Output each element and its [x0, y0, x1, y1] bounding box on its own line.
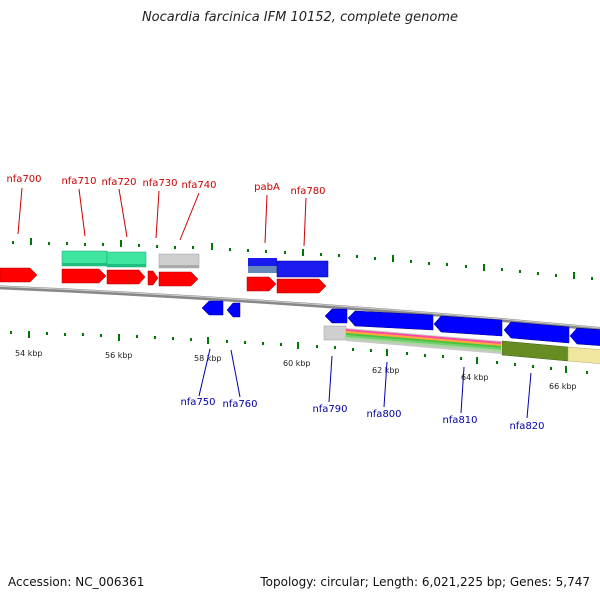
- gene-label[interactable]: nfa790: [312, 404, 347, 415]
- gene-nfa740[interactable]: [158, 271, 199, 287]
- gene-nfa730[interactable]: [147, 270, 159, 286]
- gene-label[interactable]: nfa720: [101, 177, 136, 188]
- gene-label[interactable]: nfa730: [142, 178, 177, 189]
- gene-label[interactable]: nfa820: [509, 421, 544, 432]
- gene-label[interactable]: nfa780: [290, 186, 325, 197]
- gene-nfa800[interactable]: [347, 310, 434, 331]
- leader-line: [328, 355, 333, 403]
- gene-nfa790[interactable]: [324, 308, 348, 324]
- leader-line: [155, 190, 160, 239]
- gene-nfa750[interactable]: [201, 300, 224, 316]
- reverse-feature-bars: [323, 325, 600, 364]
- accession-text: Accession: NC_006361: [8, 575, 145, 589]
- scale-label: 62 kbp: [372, 366, 400, 375]
- feature-bar-blue-1[interactable]: [248, 258, 277, 267]
- forward-genes: [0, 267, 327, 294]
- feature-bar-olive[interactable]: [501, 340, 569, 362]
- genome-backbone-highlight: [0, 285, 600, 329]
- leader-line: [526, 372, 532, 419]
- lower-tick-ring: [10, 331, 588, 374]
- leader-line: [78, 188, 86, 237]
- scale-labels: 54 kbp 56 kbp 58 kbp 60 kbp 62 kbp 64 kb…: [15, 349, 577, 391]
- feature-bar-blue-2[interactable]: [276, 260, 329, 278]
- gene-partial-right[interactable]: [569, 327, 600, 346]
- leader-line: [230, 349, 241, 398]
- gene-label[interactable]: nfa710: [61, 176, 96, 187]
- scale-label: 64 kbp: [461, 373, 489, 382]
- gene-label[interactable]: nfa750: [180, 397, 215, 408]
- leader-line: [264, 194, 268, 244]
- scale-label: 56 kbp: [105, 351, 133, 360]
- gene-nfa710[interactable]: [61, 268, 107, 284]
- feature-bar-khaki[interactable]: [567, 346, 600, 364]
- genome-title: Nocardia farcinica IFM 10152, complete g…: [141, 10, 459, 25]
- scale-label: 54 kbp: [15, 349, 43, 358]
- gene-nfa820[interactable]: [503, 321, 570, 344]
- leader-lines: [17, 187, 532, 419]
- leader-line: [383, 361, 388, 408]
- gene-nfa700[interactable]: [0, 267, 38, 283]
- leader-line: [460, 366, 465, 414]
- gene-label[interactable]: nfa760: [222, 399, 257, 410]
- leader-line: [17, 187, 23, 235]
- gene-label[interactable]: nfa740: [181, 180, 216, 191]
- gene-nfa760[interactable]: [226, 302, 241, 318]
- gene-nfa810[interactable]: [433, 315, 503, 337]
- gene-nfa780[interactable]: [276, 278, 327, 294]
- forward-gene-labels: nfa700 nfa710 nfa720 nfa730 nfa740 pabA …: [6, 174, 325, 197]
- leader-line: [179, 192, 200, 241]
- leader-line: [118, 188, 128, 238]
- scale-label: 66 kbp: [549, 382, 577, 391]
- gene-nfa720[interactable]: [106, 269, 146, 285]
- gene-label[interactable]: nfa800: [366, 409, 401, 420]
- scale-label: 60 kbp: [283, 359, 311, 368]
- forward-feature-bars: [61, 250, 329, 278]
- leader-line: [303, 197, 307, 247]
- gene-pabA[interactable]: [246, 276, 277, 292]
- reverse-gene-labels: nfa750 nfa760 nfa790 nfa800 nfa810 nfa82…: [180, 397, 544, 432]
- feature-bar-gray-2[interactable]: [323, 325, 347, 341]
- reverse-genes: [201, 300, 600, 346]
- genome-backbone: [0, 285, 600, 332]
- gene-label[interactable]: nfa700: [6, 174, 41, 185]
- gene-label[interactable]: pabA: [254, 182, 280, 193]
- genome-summary-text: Topology: circular; Length: 6,021,225 bp…: [260, 575, 590, 589]
- leader-line: [198, 348, 211, 397]
- upper-tick-ring: [12, 238, 593, 280]
- gene-label[interactable]: nfa810: [442, 415, 477, 426]
